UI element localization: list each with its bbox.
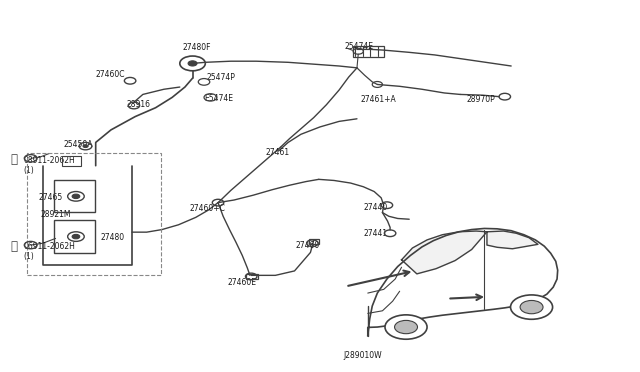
Circle shape bbox=[72, 194, 80, 199]
Text: 28921M: 28921M bbox=[41, 210, 72, 219]
Circle shape bbox=[188, 61, 197, 66]
Text: 27461+A: 27461+A bbox=[360, 95, 396, 104]
Text: 25474E: 25474E bbox=[344, 42, 373, 51]
Text: 27460: 27460 bbox=[296, 241, 320, 250]
Bar bbox=[308, 239, 319, 244]
Bar bbox=[54, 220, 95, 253]
Text: 25450A: 25450A bbox=[64, 140, 93, 149]
Text: 27461: 27461 bbox=[266, 148, 290, 157]
Text: 27440: 27440 bbox=[364, 203, 388, 212]
Text: 27460E: 27460E bbox=[228, 278, 257, 287]
Text: 27460C: 27460C bbox=[95, 70, 125, 78]
Text: 27465: 27465 bbox=[38, 193, 63, 202]
Text: ⓝ: ⓝ bbox=[11, 153, 18, 166]
Circle shape bbox=[520, 301, 543, 314]
Circle shape bbox=[72, 234, 80, 239]
Circle shape bbox=[385, 315, 427, 339]
Text: 25474P: 25474P bbox=[207, 73, 236, 81]
Text: ⓝ: ⓝ bbox=[11, 240, 18, 253]
Text: 28970P: 28970P bbox=[467, 95, 495, 104]
Bar bbox=[246, 274, 257, 279]
Text: 27460+C: 27460+C bbox=[189, 203, 225, 213]
Polygon shape bbox=[487, 231, 538, 249]
Text: 08911-2062H
(1): 08911-2062H (1) bbox=[23, 155, 75, 175]
Circle shape bbox=[394, 320, 417, 334]
Bar bbox=[27, 153, 161, 275]
Text: J289010W: J289010W bbox=[343, 350, 381, 360]
Text: E5474E: E5474E bbox=[204, 94, 233, 103]
Text: 27480: 27480 bbox=[100, 233, 124, 242]
Text: 06911-2062H
(1): 06911-2062H (1) bbox=[23, 242, 75, 262]
Circle shape bbox=[83, 145, 88, 148]
Circle shape bbox=[511, 295, 552, 319]
Polygon shape bbox=[401, 231, 487, 274]
Text: 27480F: 27480F bbox=[183, 43, 211, 52]
Text: 27441: 27441 bbox=[364, 229, 387, 238]
Bar bbox=[353, 46, 384, 57]
Bar bbox=[62, 157, 81, 166]
Text: 28916: 28916 bbox=[126, 100, 150, 109]
Bar bbox=[54, 180, 95, 212]
